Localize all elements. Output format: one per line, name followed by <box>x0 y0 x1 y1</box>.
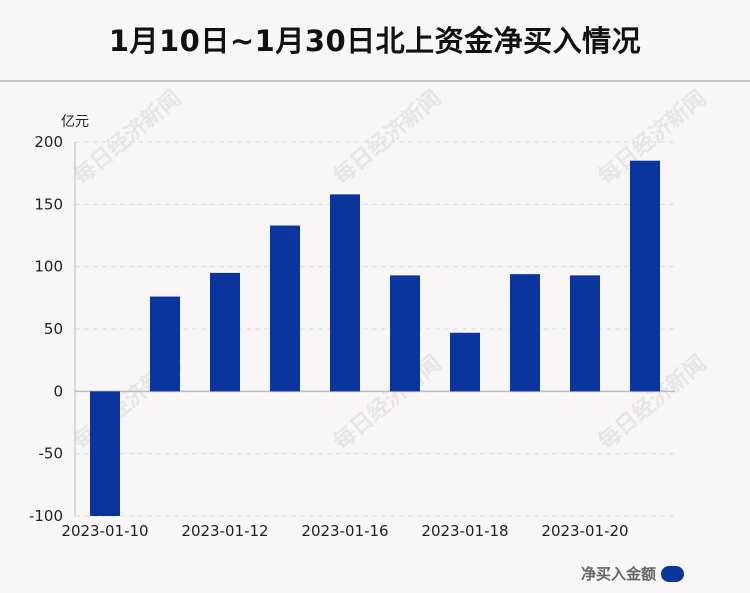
x-tick-label: 2023-01-20 <box>541 522 628 540</box>
y-tick-label: 150 <box>34 195 63 213</box>
x-tick-label: 2023-01-12 <box>181 522 268 540</box>
x-tick-label: 2023-01-10 <box>61 522 148 540</box>
y-tick-label: 200 <box>34 133 63 151</box>
bar <box>210 272 240 392</box>
y-tick-label: 0 <box>53 382 63 400</box>
bar <box>270 225 300 392</box>
bar <box>90 391 120 516</box>
x-tick-label: 2023-01-18 <box>421 522 508 540</box>
y-axis-unit-label: 亿元 <box>61 114 89 130</box>
x-tick-label: 2023-01-16 <box>301 522 388 540</box>
y-tick-label: -100 <box>29 507 63 525</box>
bar <box>150 296 180 392</box>
bar <box>510 274 540 392</box>
chart-title: 1月10日~1月30日北上资金净买入情况 <box>108 24 642 58</box>
title-divider <box>0 80 750 82</box>
bar <box>630 160 660 392</box>
legend-swatch <box>661 565 684 582</box>
legend-label: 净买入金额 <box>580 565 656 583</box>
bar <box>390 275 420 392</box>
bar <box>330 194 360 392</box>
legend: 净买入金额 <box>581 563 684 584</box>
bars <box>90 160 660 516</box>
y-tick-label: -50 <box>39 445 64 463</box>
bar <box>570 275 600 392</box>
bar <box>450 332 480 392</box>
y-tick-label: 50 <box>44 320 63 338</box>
y-tick-label: 100 <box>34 258 63 276</box>
